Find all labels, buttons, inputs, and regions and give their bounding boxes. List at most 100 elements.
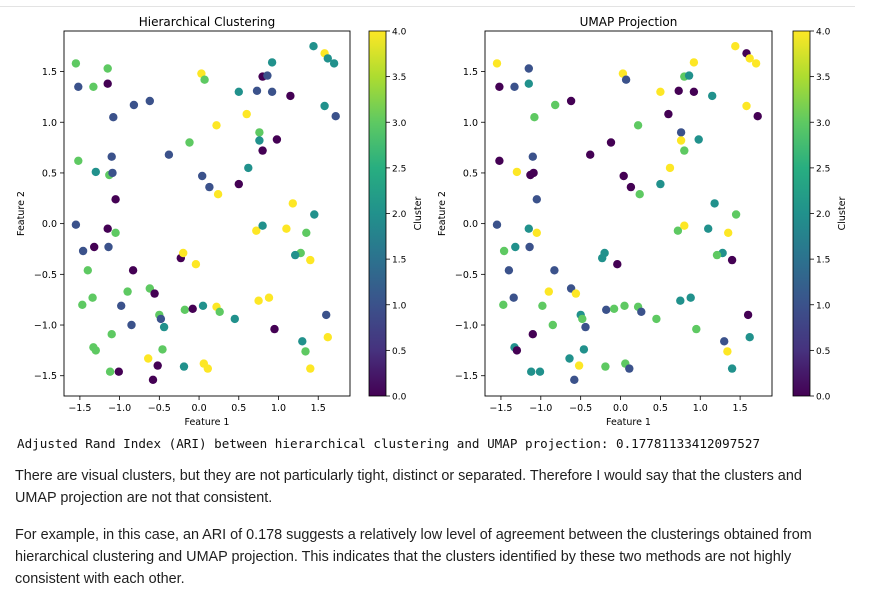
scatter-point (309, 42, 318, 51)
scatter-point (712, 250, 722, 260)
scatter-point (565, 354, 574, 363)
scatter-point (83, 266, 93, 275)
scatter-point (544, 287, 553, 296)
scatter-point (258, 146, 267, 155)
y-tick-label: −0.5 (455, 270, 478, 281)
scatter-point (504, 266, 514, 275)
colorbar-tick-label: 2.0 (392, 210, 407, 220)
scatter-point (302, 228, 311, 237)
scatter-point (680, 146, 689, 155)
x-tick-label: −0.5 (148, 403, 171, 414)
scatter-point (230, 314, 239, 324)
colorbar-tick-label: 1.5 (392, 256, 406, 266)
scatter-point (578, 314, 587, 324)
scatter-point (724, 228, 733, 237)
scatter-point (532, 228, 541, 237)
scatter-point (635, 190, 644, 199)
scatter-point (254, 296, 263, 305)
colorbar-tick-label: 4.0 (816, 28, 831, 38)
scatter-point (495, 82, 504, 92)
y-tick-label: 0.0 (463, 219, 478, 230)
scatter-point (270, 324, 279, 334)
y-tick-label: 1.0 (463, 118, 478, 129)
scatter-point (310, 210, 319, 219)
scatter-point (680, 221, 689, 230)
y-tick-label: −0.5 (34, 270, 57, 281)
scatter-point (107, 152, 116, 161)
scatter-point (159, 322, 169, 332)
scatter-point (586, 150, 595, 159)
scatter-point (272, 135, 282, 144)
colorbar-tick-label: 1.0 (392, 301, 407, 311)
scatter-point (158, 345, 167, 354)
scatter-point (200, 75, 209, 84)
scatter-point (205, 182, 214, 192)
scatter-point (528, 330, 537, 339)
scatter-point (619, 171, 628, 181)
scatter-point (656, 179, 665, 189)
colorbar-gradient (368, 30, 387, 397)
y-tick-label: −1.5 (34, 371, 57, 382)
scatter-point (267, 58, 277, 67)
x-axis-label: Feature 1 (185, 417, 230, 428)
scatter-point (148, 375, 158, 384)
scatter-point (492, 220, 502, 229)
x-tick-label: 1.5 (311, 403, 326, 414)
scatter-point (574, 361, 584, 370)
x-tick-label: −1.5 (68, 403, 91, 414)
scatter-point (179, 248, 188, 258)
colorbar-tick-label: 2.5 (392, 164, 406, 174)
y-axis-label: Feature 2 (16, 191, 27, 236)
scatter-point (753, 112, 762, 121)
scatter-point (579, 345, 589, 354)
scatter-point (108, 168, 117, 178)
scatter-point (525, 242, 534, 252)
scatter-point (188, 304, 197, 313)
colorbar-tick-label: 4.0 (392, 28, 407, 38)
x-tick-label: 1.0 (693, 403, 708, 414)
scatter-point (198, 171, 207, 181)
x-tick-label: 1.0 (271, 403, 286, 414)
scatter-point (692, 324, 701, 334)
colorbar-tick-label: 0.0 (392, 393, 407, 403)
scatter-point (127, 320, 136, 330)
scatter-point (637, 307, 646, 316)
x-tick-label: 1.5 (733, 403, 748, 414)
scatter-point (673, 226, 683, 235)
scatter-point (495, 156, 504, 165)
scatter-point (153, 361, 162, 370)
scatter-point (566, 96, 576, 106)
x-tick-label: 0.5 (653, 403, 668, 414)
colorbar-tick-label: 0.5 (392, 347, 406, 357)
scatter-point (601, 362, 610, 371)
scatter-point (109, 113, 118, 122)
scatter-point (511, 242, 520, 252)
scatter-point (91, 167, 101, 177)
scatter-point (510, 82, 519, 92)
scatter-point (581, 322, 590, 332)
y-tick-label: 0.0 (42, 219, 57, 230)
y-tick-label: 0.5 (42, 168, 57, 179)
scatter-point (117, 301, 126, 310)
colorbar-label: Cluster (837, 197, 848, 231)
scatter-point (215, 307, 224, 316)
scatter-point (686, 293, 695, 302)
scatter-point (708, 91, 717, 101)
scatter-point (78, 246, 88, 256)
chart-umap: UMAP Projection −1.5 −1.0 −0.5 0.0 0.5 1.0 1.5 −… (437, 15, 848, 428)
y-tick-label: 1.5 (463, 67, 478, 78)
scatter-point (306, 255, 315, 265)
scatter-point (727, 255, 737, 265)
scatter-point (710, 199, 719, 208)
scatter-point (105, 367, 115, 376)
axes-frame (484, 30, 773, 397)
scatter-point (606, 138, 616, 147)
scatter-point (745, 333, 754, 342)
scatter-point (263, 71, 272, 80)
scatter-point (745, 54, 754, 63)
chart-title: UMAP Projection (580, 15, 678, 29)
scatter-point (331, 112, 340, 121)
scatter-point (652, 314, 661, 324)
scatter-point (203, 364, 212, 373)
scatter-point (123, 287, 132, 296)
